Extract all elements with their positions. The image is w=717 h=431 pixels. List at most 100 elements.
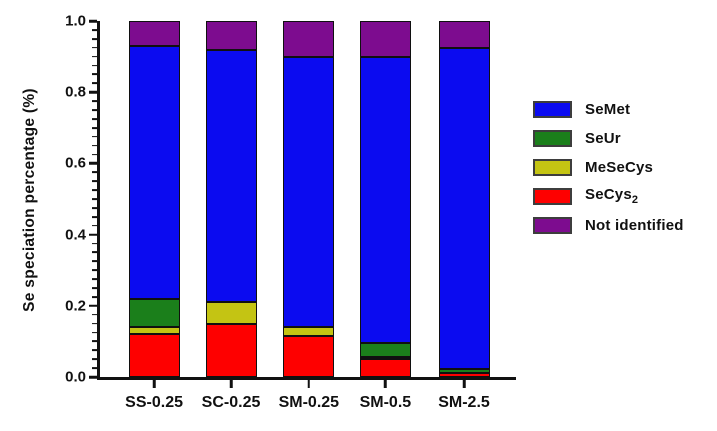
bar-segment-SeMet	[205, 49, 257, 303]
y-tick-label: 0.6	[65, 154, 86, 172]
legend: SeMet SeUr MeSeCys SeCys2 Not identified	[533, 99, 684, 244]
stacked-bar-SM-2.5	[438, 21, 490, 377]
y-axis-minor-tick	[92, 73, 97, 76]
y-tick-label: 0.8	[65, 83, 86, 101]
bar-segment-SeMet	[359, 56, 411, 344]
legend-label-SeUr: SeUr	[585, 129, 621, 147]
bar-segment-SeUr	[438, 369, 490, 373]
legend-swatch-SeUr	[533, 129, 572, 147]
bar-segment-SeUr	[359, 343, 411, 357]
legend-label-Not identified: Not identified	[585, 216, 684, 234]
y-axis-minor-tick	[92, 340, 97, 343]
y-axis-minor-tick	[92, 189, 97, 191]
legend-swatch-SeCys2	[533, 187, 572, 205]
y-axis-minor-tick	[92, 198, 97, 200]
bar-segment-MeSeCys	[359, 356, 411, 360]
y-axis-minor-tick	[92, 331, 97, 334]
bar-segment-SeCys2	[128, 334, 180, 377]
y-axis-minor-tick	[92, 349, 97, 352]
legend-item-SeCys2: SeCys2	[533, 186, 684, 206]
y-axis-minor-tick	[92, 64, 97, 67]
bar-segment-Not identified	[438, 21, 490, 48]
y-axis-minor-tick	[92, 55, 97, 58]
y-axis-minor-tick	[92, 313, 97, 316]
y-axis-minor-tick	[92, 269, 97, 272]
bar-segment-Not identified	[128, 21, 180, 46]
bar-segment-SeUr	[128, 298, 180, 328]
x-axis-tick	[462, 380, 466, 388]
bar-segment-SeCys2	[205, 323, 257, 377]
x-axis-tick	[229, 380, 233, 388]
stacked-bar-SM-0.25	[283, 21, 335, 377]
y-axis-title: Se speciation percentage (%)	[21, 88, 38, 312]
y-axis-minor-tick	[92, 358, 97, 361]
x-tick-label: SM-0.25	[278, 394, 340, 411]
y-axis-minor-tick	[92, 28, 97, 31]
y-axis-minor-tick	[92, 153, 97, 156]
y-axis-minor-tick	[92, 206, 97, 209]
y-axis-minor-tick	[92, 144, 97, 147]
y-tick-label: 1.0	[65, 12, 86, 30]
legend-swatch-Not identified	[533, 216, 572, 234]
bar-segment-Not identified	[283, 21, 335, 57]
y-axis-minor-tick	[92, 367, 97, 369]
x-axis-tick	[152, 380, 156, 388]
y-axis-minor-tick	[92, 251, 97, 254]
y-axis-minor-tick	[92, 46, 97, 49]
y-axis-minor-tick	[92, 295, 97, 298]
legend-swatch-MeSeCys	[533, 158, 572, 176]
y-axis-minor-tick	[92, 171, 97, 174]
legend-swatch-SeMet	[533, 100, 572, 118]
bar-segment-SeCys2	[283, 336, 335, 377]
plot-area: 0.0 0.2 0.4 0.6 0.8 1.0 SS-0.25 SC-0.25 SM-0.25 S…	[65, 13, 516, 411]
y-axis-minor-tick	[92, 109, 97, 111]
y-axis-minor-tick	[92, 224, 97, 227]
y-axis-minor-tick	[92, 37, 97, 40]
y-axis-minor-tick	[92, 126, 97, 129]
stacked-bar-SS-0.25	[128, 21, 180, 377]
y-axis-minor-tick	[92, 278, 97, 280]
bar-segment-MeSeCys	[283, 327, 335, 337]
y-axis-major-tick	[89, 304, 97, 308]
stacked-bar-SM-0.5	[359, 21, 411, 377]
y-axis-major-tick	[89, 162, 97, 165]
legend-item-SeMet: SeMet	[533, 99, 684, 119]
bar-segment-MeSeCys	[205, 302, 257, 324]
y-axis-minor-tick	[92, 117, 97, 120]
bar-segment-Not identified	[205, 21, 257, 50]
y-axis-minor-tick	[92, 100, 97, 102]
y-axis-minor-tick	[92, 180, 97, 183]
legend-label-SeMet: SeMet	[585, 100, 631, 118]
x-tick-label: SS-0.25	[125, 394, 183, 411]
bar-segment-SeCys2	[438, 372, 490, 377]
legend-label-MeSeCys: MeSeCys	[585, 158, 654, 176]
legend-item-MeSeCys: MeSeCys	[533, 157, 684, 177]
stacked-bar-SC-0.25	[205, 21, 257, 377]
bar-segment-Not identified	[359, 21, 411, 57]
legend-item-SeUr: SeUr	[533, 128, 684, 148]
bar-segment-SeMet	[128, 45, 180, 299]
bar-segment-SeMet	[283, 56, 335, 328]
x-axis-tick	[307, 380, 311, 388]
bar-segment-SeCys2	[359, 359, 411, 377]
y-axis-major-tick	[89, 233, 97, 236]
x-tick-label: SC-0.25	[201, 394, 261, 411]
y-axis-minor-tick	[92, 260, 97, 263]
x-tick-label: SM-0.5	[359, 394, 412, 411]
y-axis-major-tick	[89, 375, 97, 379]
bar-segment-SeMet	[438, 47, 490, 370]
y-axis-minor-tick	[92, 287, 97, 289]
y-axis-major-tick	[89, 19, 97, 23]
y-axis-minor-tick	[92, 215, 97, 218]
y-axis-minor-tick	[92, 135, 97, 138]
legend-label-SeCys2: SeCys2	[585, 186, 639, 206]
y-axis-minor-tick	[92, 322, 97, 325]
y-tick-label: 0.0	[65, 368, 86, 386]
y-tick-label: 0.2	[65, 297, 86, 315]
legend-item-Not identified: Not identified	[533, 215, 684, 235]
y-axis-major-tick	[89, 90, 97, 94]
x-axis-tick	[384, 380, 387, 388]
y-axis-minor-tick	[92, 82, 97, 85]
bar-segment-MeSeCys	[128, 327, 180, 335]
